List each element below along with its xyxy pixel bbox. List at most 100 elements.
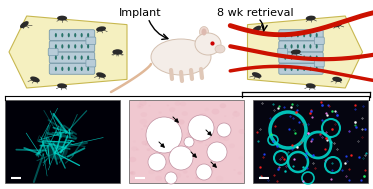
Ellipse shape — [150, 132, 157, 138]
Ellipse shape — [154, 141, 157, 143]
FancyBboxPatch shape — [278, 48, 288, 56]
Ellipse shape — [74, 67, 76, 71]
Ellipse shape — [252, 26, 261, 32]
Circle shape — [148, 153, 166, 171]
Ellipse shape — [208, 129, 213, 133]
FancyBboxPatch shape — [48, 48, 58, 56]
Ellipse shape — [211, 126, 216, 130]
FancyBboxPatch shape — [314, 60, 324, 67]
Ellipse shape — [81, 33, 83, 37]
Ellipse shape — [87, 55, 89, 60]
FancyBboxPatch shape — [314, 37, 324, 44]
FancyBboxPatch shape — [279, 52, 323, 63]
Ellipse shape — [148, 169, 155, 174]
Ellipse shape — [152, 120, 159, 125]
Circle shape — [207, 142, 227, 162]
Ellipse shape — [172, 146, 179, 152]
Ellipse shape — [297, 55, 299, 60]
Ellipse shape — [219, 135, 226, 140]
Ellipse shape — [159, 134, 162, 136]
FancyBboxPatch shape — [86, 37, 96, 44]
Ellipse shape — [178, 141, 181, 144]
Ellipse shape — [96, 72, 106, 78]
Ellipse shape — [200, 165, 202, 167]
Ellipse shape — [309, 44, 311, 49]
Polygon shape — [9, 16, 127, 88]
FancyBboxPatch shape — [86, 60, 96, 67]
Ellipse shape — [297, 33, 299, 37]
Ellipse shape — [239, 156, 243, 160]
Ellipse shape — [291, 67, 292, 71]
Ellipse shape — [303, 67, 305, 71]
Ellipse shape — [186, 132, 193, 137]
Ellipse shape — [159, 122, 163, 124]
Ellipse shape — [309, 67, 311, 71]
Ellipse shape — [284, 44, 286, 49]
Circle shape — [196, 164, 212, 180]
Ellipse shape — [68, 33, 70, 37]
Ellipse shape — [303, 55, 305, 60]
Ellipse shape — [303, 44, 305, 49]
Ellipse shape — [232, 111, 240, 117]
Ellipse shape — [57, 16, 67, 21]
Ellipse shape — [173, 125, 176, 128]
Ellipse shape — [297, 67, 299, 71]
Ellipse shape — [133, 140, 136, 143]
Ellipse shape — [81, 67, 83, 71]
Ellipse shape — [214, 143, 218, 146]
Ellipse shape — [155, 176, 162, 181]
Ellipse shape — [174, 173, 181, 178]
Ellipse shape — [151, 39, 211, 75]
Ellipse shape — [61, 44, 63, 49]
Ellipse shape — [141, 112, 147, 117]
FancyBboxPatch shape — [279, 30, 323, 41]
Ellipse shape — [55, 55, 57, 60]
Ellipse shape — [141, 128, 143, 130]
FancyBboxPatch shape — [279, 41, 323, 52]
Circle shape — [188, 115, 214, 141]
Ellipse shape — [332, 22, 342, 27]
Ellipse shape — [252, 72, 261, 78]
Ellipse shape — [223, 136, 229, 141]
Ellipse shape — [215, 45, 225, 53]
Ellipse shape — [306, 83, 316, 88]
Ellipse shape — [61, 67, 63, 71]
Ellipse shape — [178, 119, 185, 125]
Ellipse shape — [204, 108, 209, 111]
Ellipse shape — [74, 55, 76, 60]
Ellipse shape — [291, 33, 292, 37]
Ellipse shape — [306, 16, 316, 21]
Bar — [253, 100, 368, 183]
Ellipse shape — [68, 67, 70, 71]
Ellipse shape — [148, 105, 151, 107]
Ellipse shape — [303, 33, 305, 37]
Ellipse shape — [201, 29, 207, 36]
Ellipse shape — [197, 174, 203, 178]
Ellipse shape — [143, 125, 147, 127]
Ellipse shape — [61, 55, 63, 60]
Ellipse shape — [232, 117, 234, 119]
Ellipse shape — [217, 136, 221, 138]
Ellipse shape — [211, 109, 219, 115]
Ellipse shape — [136, 148, 139, 151]
Ellipse shape — [200, 26, 209, 37]
Ellipse shape — [68, 55, 70, 60]
Bar — [5, 100, 120, 183]
Ellipse shape — [238, 172, 242, 175]
Ellipse shape — [291, 50, 301, 55]
Ellipse shape — [205, 144, 207, 146]
Ellipse shape — [316, 55, 318, 60]
Ellipse shape — [207, 168, 214, 173]
Ellipse shape — [316, 44, 318, 49]
Ellipse shape — [291, 55, 292, 60]
Ellipse shape — [130, 171, 135, 175]
Ellipse shape — [55, 67, 57, 71]
Ellipse shape — [130, 172, 134, 174]
Ellipse shape — [81, 44, 83, 49]
Bar — [129, 100, 244, 183]
Ellipse shape — [195, 177, 198, 179]
Ellipse shape — [141, 141, 147, 145]
Ellipse shape — [151, 121, 157, 125]
Ellipse shape — [316, 33, 318, 37]
Ellipse shape — [167, 105, 169, 106]
